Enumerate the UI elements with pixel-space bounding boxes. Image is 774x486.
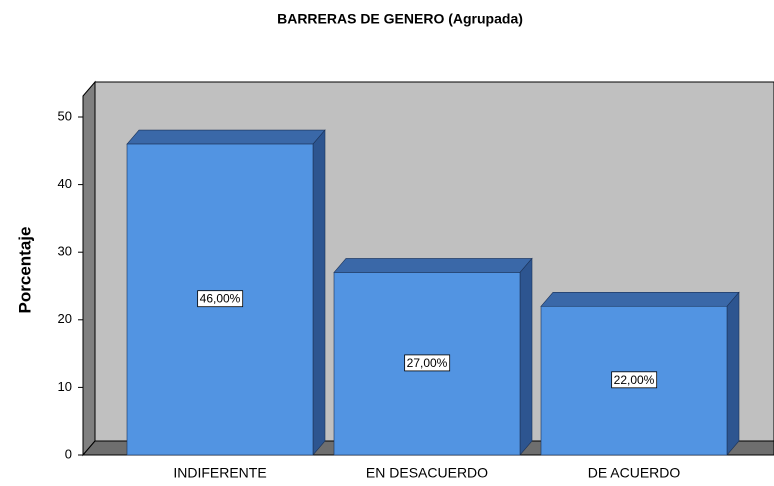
bar-top <box>333 258 533 273</box>
bar-top <box>540 291 740 307</box>
y-tick-label: 20 <box>58 311 72 326</box>
y-tick-label: 0 <box>65 446 72 461</box>
y-tick-label: 30 <box>58 244 72 259</box>
data-label: 22,00% <box>614 373 655 387</box>
side-wall <box>82 80 96 457</box>
chart-title: BARRERAS DE GENERO (Agrupada) <box>277 11 523 27</box>
x-tick-label: EN DESACUERDO <box>366 465 488 481</box>
data-label-box <box>404 354 451 372</box>
data-label-box <box>611 371 658 389</box>
data-label: 27,00% <box>407 356 448 370</box>
data-label: 46,00% <box>200 292 241 306</box>
data-label-box <box>197 290 244 308</box>
y-axis-label: Porcentaje <box>15 227 34 314</box>
bar-side <box>519 257 533 456</box>
bar-side <box>726 291 740 456</box>
y-tick-label: 40 <box>58 176 72 191</box>
y-tick-label: 50 <box>58 108 72 123</box>
bar-side <box>312 129 326 456</box>
bar-top <box>126 129 326 145</box>
x-tick-label: DE ACUERDO <box>588 465 681 481</box>
y-tick-label: 10 <box>58 379 72 394</box>
x-tick-label: INDIFERENTE <box>173 465 266 481</box>
